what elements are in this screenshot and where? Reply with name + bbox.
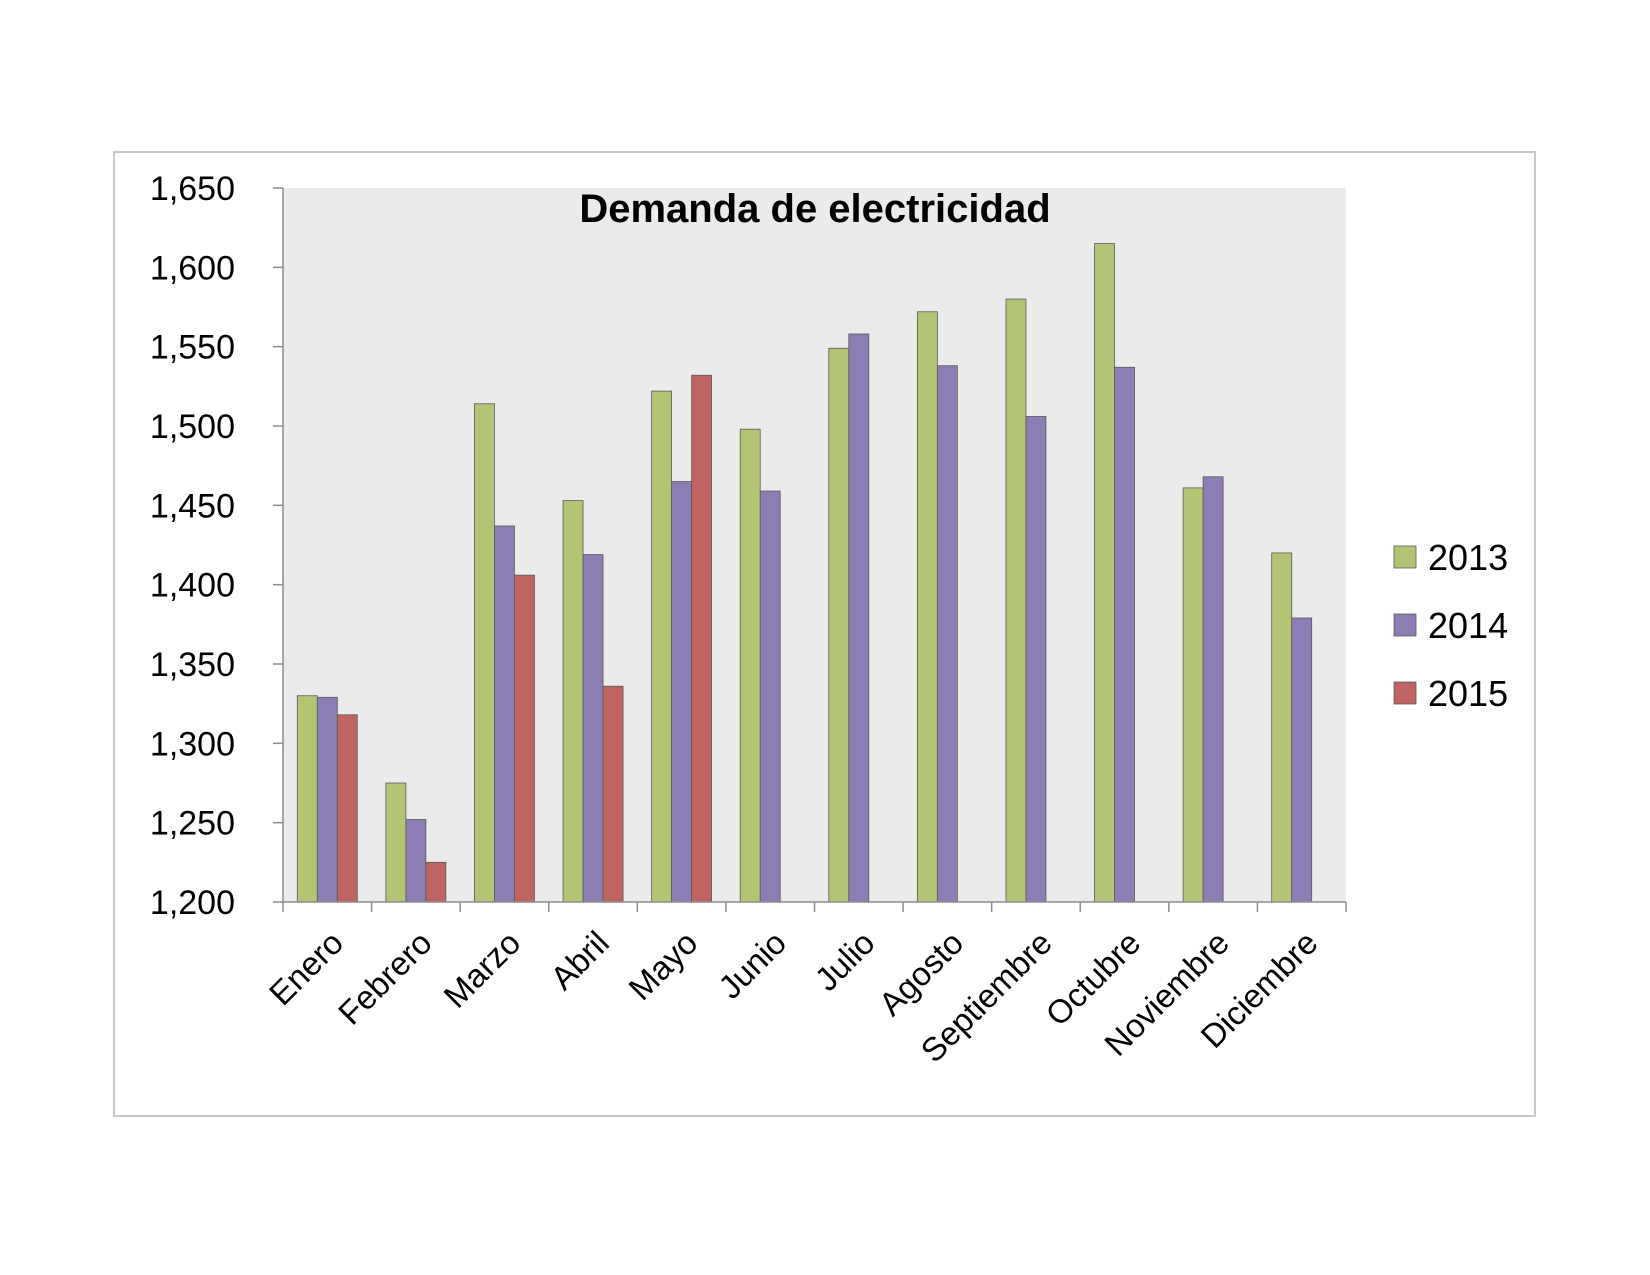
legend-swatch-2014 xyxy=(1393,613,1417,637)
bar-2014-julio xyxy=(848,333,870,903)
y-tick-labels: 1,200 1,250 1,300 1,350 1,400 1,450 1,500 1,550… xyxy=(150,170,235,922)
y-tick-label: 1,650 xyxy=(150,170,235,208)
bar-2013-noviembre xyxy=(1182,487,1204,903)
bar-2015-enero xyxy=(336,714,358,903)
x-tick-label-julio: Julio xyxy=(808,924,882,998)
y-tick-label: 1,200 xyxy=(150,884,235,922)
y-tick-label: 1,400 xyxy=(150,567,235,605)
bars xyxy=(296,243,1313,903)
bar-2013-mayo xyxy=(651,390,673,903)
legend-label-2014: 2014 xyxy=(1428,605,1508,646)
chart-title: Demanda de electricidad xyxy=(579,187,1050,231)
y-tick-label: 1,350 xyxy=(150,646,235,684)
bar-2014-enero xyxy=(316,696,338,903)
y-tick-label: 1,450 xyxy=(150,487,235,525)
bar-2013-septiembre xyxy=(1005,298,1027,903)
bar-2015-mayo xyxy=(691,374,713,903)
bar-2014-diciembre xyxy=(1291,617,1313,903)
bar-2014-junio xyxy=(759,490,781,903)
bar-2014-octubre xyxy=(1114,366,1135,903)
y-tick-label: 1,550 xyxy=(150,329,235,367)
bar-2014-mayo xyxy=(671,481,693,903)
legend-swatch-2015 xyxy=(1393,681,1417,705)
y-tick-label: 1,600 xyxy=(150,249,235,287)
bar-2015-marzo xyxy=(514,574,535,903)
bar-2013-octubre xyxy=(1094,243,1115,903)
bar-2013-agosto xyxy=(916,311,938,903)
bar-2014-marzo xyxy=(494,525,515,903)
y-tick-label: 1,250 xyxy=(150,805,235,843)
bar-2013-diciembre xyxy=(1271,552,1293,903)
axes xyxy=(273,187,1347,912)
bar-2014-noviembre xyxy=(1202,476,1224,903)
y-tick-label: 1,500 xyxy=(150,408,235,446)
legend: 2013 2014 2015 xyxy=(1393,537,1508,714)
x-tick-label-abril: Abril xyxy=(543,924,616,997)
x-tick-label-febrero: Febrero xyxy=(331,924,439,1032)
bar-2013-abril xyxy=(562,500,584,903)
x-tick-label-junio: Junio xyxy=(711,924,793,1006)
bar-2014-agosto xyxy=(936,365,958,903)
bar-2013-marzo xyxy=(474,403,495,903)
legend-label-2015: 2015 xyxy=(1428,673,1508,714)
legend-swatch-2013 xyxy=(1393,545,1417,569)
bar-2014-septiembre xyxy=(1025,416,1047,903)
bar-2014-febrero xyxy=(405,819,427,903)
bar-2015-febrero xyxy=(425,861,447,903)
bar-2013-junio xyxy=(739,428,761,903)
bar-2014-abril xyxy=(582,554,604,903)
bar-2015-abril xyxy=(602,685,624,903)
y-tick-label: 1,300 xyxy=(150,725,235,763)
x-tick-label-marzo: Marzo xyxy=(436,924,527,1015)
bar-2013-julio xyxy=(828,347,850,903)
bar-2013-enero xyxy=(296,695,318,903)
bar-2013-febrero xyxy=(385,782,407,903)
legend-label-2013: 2013 xyxy=(1428,537,1508,578)
x-tick-label-mayo: Mayo xyxy=(621,924,704,1007)
plot-area xyxy=(283,188,1346,902)
